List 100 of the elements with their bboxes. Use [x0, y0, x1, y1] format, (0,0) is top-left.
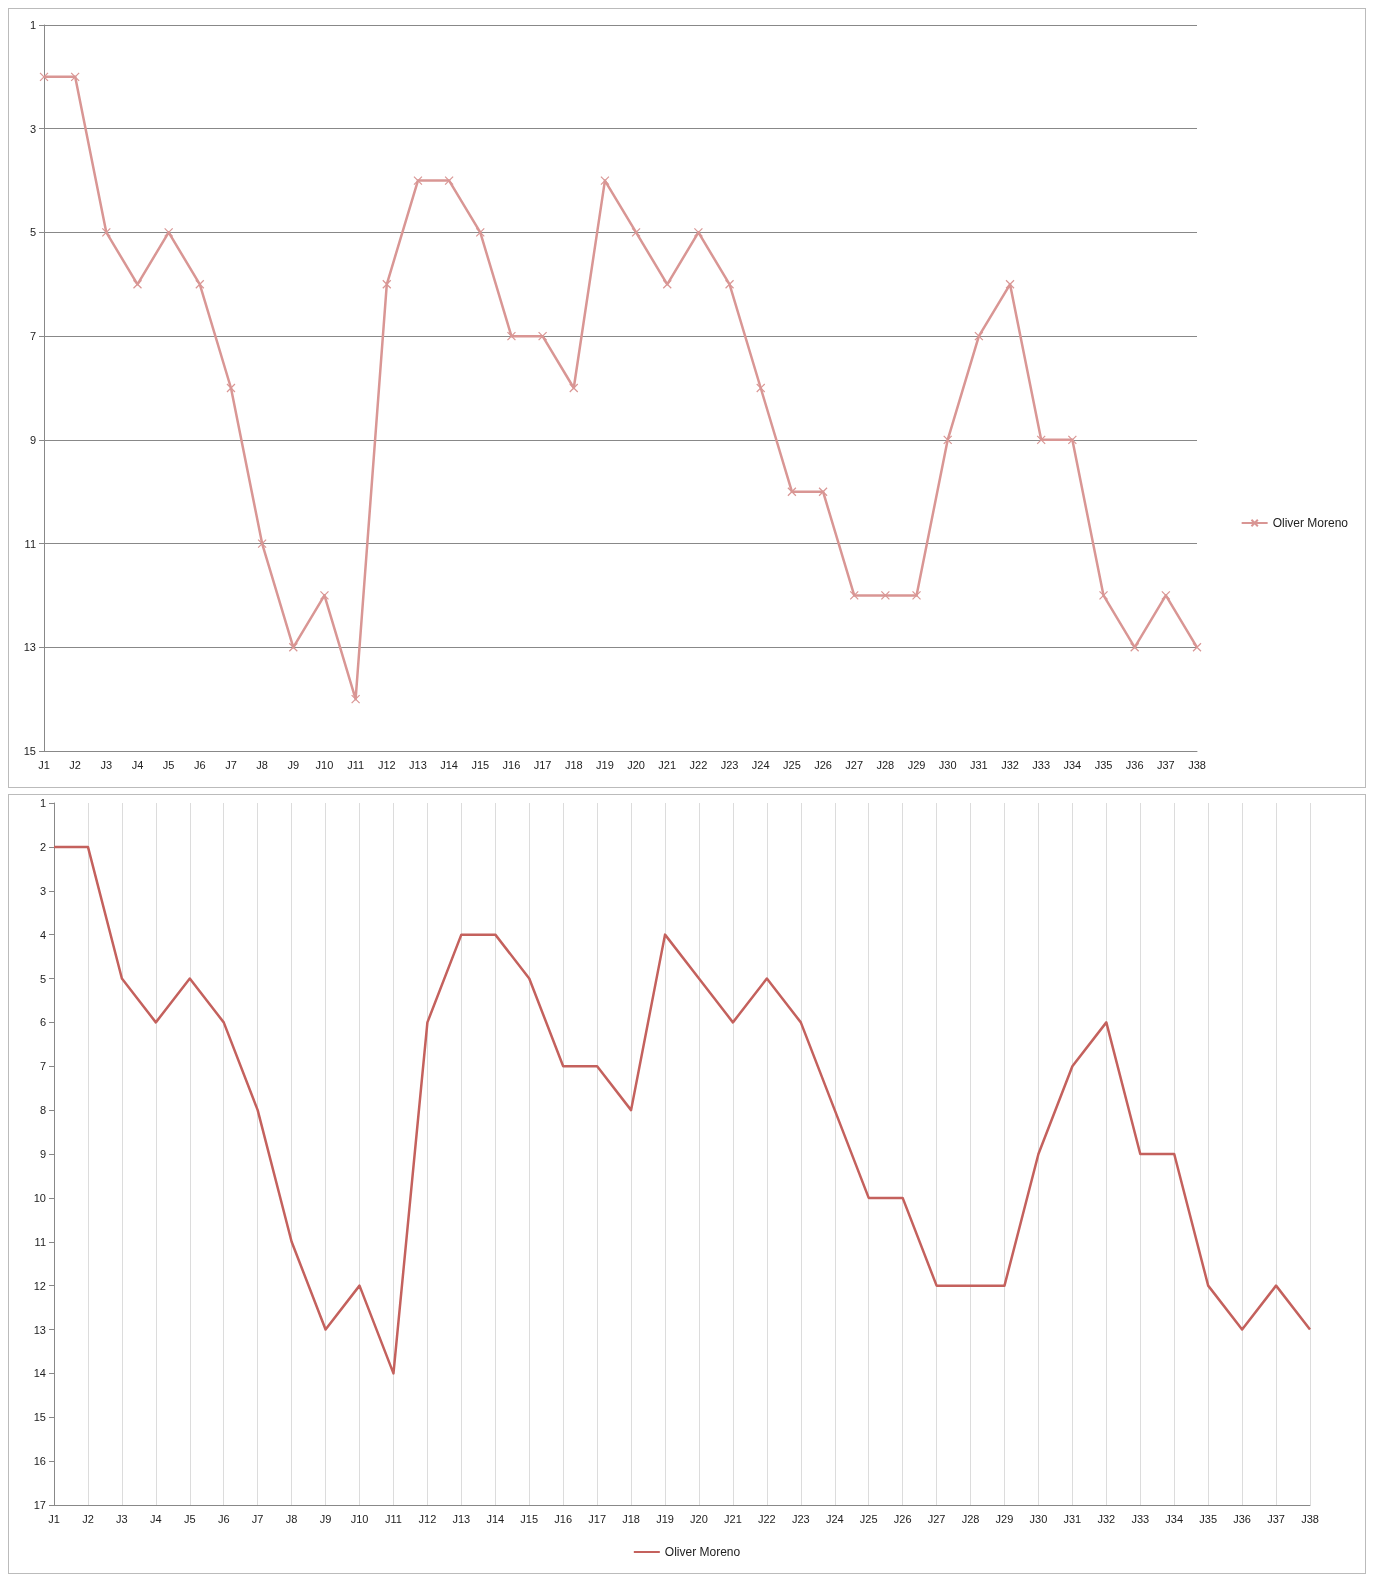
x-tick-label: J27	[845, 758, 864, 771]
point	[1161, 590, 1171, 601]
point	[288, 642, 298, 652]
x-tick-label: J16	[502, 758, 521, 771]
x-tick-label: J8	[285, 1512, 298, 1525]
point	[662, 279, 672, 289]
y-tick-label: 8	[39, 1104, 46, 1117]
x-tick-label: J15	[471, 758, 490, 771]
x-tick-label: J25	[783, 758, 801, 771]
point	[101, 227, 111, 238]
point	[257, 538, 267, 549]
x-tick-label: J15	[520, 1512, 539, 1525]
y-tick-label: 12	[33, 1279, 46, 1292]
x-tick-label: J19	[596, 758, 614, 771]
x-tick-label: J4	[131, 758, 144, 771]
x-tick-label: J6	[217, 1512, 230, 1525]
y-tick-label: 17	[33, 1499, 46, 1511]
point	[911, 590, 922, 601]
x-tick-label: J35	[1199, 1512, 1218, 1525]
point	[600, 175, 610, 186]
x-tick-label: J37	[1156, 758, 1175, 771]
point	[849, 590, 859, 601]
x-tick-label: J14	[440, 758, 458, 771]
y-tick-label: 13	[33, 1323, 46, 1336]
x-tick-label: J35	[1094, 758, 1113, 771]
y-tick-label: 3	[29, 122, 36, 135]
y-tick-label: 11	[34, 1235, 46, 1248]
x-tick-label: J17	[588, 1512, 607, 1525]
line-series	[52, 845, 1312, 1375]
x-tick-label: J13	[452, 1512, 471, 1525]
x-tick-label: J7	[225, 758, 237, 771]
x-tick-label: J29	[907, 758, 926, 771]
x-tick-label: J3	[100, 758, 113, 771]
y-tick-label: 3	[39, 884, 46, 897]
point	[195, 279, 205, 289]
point	[756, 383, 766, 393]
y-tick-label: 1	[39, 797, 46, 809]
x-tick-label: J20	[690, 1512, 708, 1525]
x-tick-label: J38	[1301, 1512, 1319, 1525]
x-tick-label: J33	[1032, 758, 1051, 771]
y-tick-label: 14	[33, 1367, 46, 1380]
x-tick-label: J18	[564, 758, 583, 771]
x-tick-label: J24	[751, 758, 770, 771]
point	[39, 72, 49, 82]
y-tick-label: 15	[23, 745, 36, 757]
y-tick-label: 16	[33, 1455, 46, 1468]
x-tick-label: J12	[418, 1512, 437, 1525]
x-tick-label: J4	[150, 1512, 162, 1525]
x-tick-label: J38	[1188, 758, 1206, 771]
x-tick-label: J36	[1233, 1512, 1251, 1525]
x-tick-label: J12	[377, 758, 396, 771]
point	[943, 435, 953, 445]
point	[1067, 435, 1077, 445]
x-tick-label: J10	[350, 1512, 369, 1525]
x-tick-label: J24	[825, 1512, 844, 1525]
x-tick-label: J30	[938, 758, 957, 771]
x-tick-label: J16	[554, 1512, 573, 1525]
point	[444, 175, 454, 186]
point	[1098, 590, 1109, 601]
y-tick-label: 15	[33, 1411, 46, 1424]
y-tick-label: 7	[29, 330, 36, 343]
x-tick-label: J26	[893, 1512, 912, 1525]
x-tick-label: J2	[69, 758, 81, 771]
point	[537, 331, 548, 341]
x-tick-label: J27	[927, 1512, 946, 1525]
x-tick-label: J17	[533, 758, 552, 771]
y-tick-label: 4	[39, 928, 46, 941]
point	[631, 227, 641, 238]
x-tick-label: J33	[1131, 1512, 1150, 1525]
y-tick-label: 11	[24, 537, 36, 550]
legend-label: Oliver Moreno	[664, 1545, 741, 1559]
point	[693, 227, 704, 238]
y-tick-label: 2	[39, 840, 46, 853]
x-tick-label: J23	[720, 758, 739, 771]
legend-label: Oliver Moreno	[1272, 516, 1349, 530]
x-tick-label: J21	[658, 758, 677, 771]
x-tick-label: J34	[1165, 1512, 1184, 1525]
x-tick-label: J3	[116, 1512, 128, 1525]
x-tick-label: J9	[287, 758, 300, 771]
point	[413, 175, 423, 186]
y-tick-label: 9	[29, 433, 36, 446]
x-tick-label: J22	[757, 1512, 776, 1525]
point	[351, 694, 361, 704]
point	[1036, 435, 1046, 445]
x-tick-label: J31	[969, 758, 988, 771]
x-tick-label: J20	[627, 758, 645, 771]
point	[1130, 642, 1140, 652]
x-tick-label: J14	[486, 1512, 505, 1525]
point	[974, 331, 984, 341]
x-tick-label: J11	[347, 758, 365, 771]
x-tick-label: J26	[814, 758, 832, 771]
x-tick-label: J2	[82, 1512, 94, 1525]
x-tick-label: J13	[409, 758, 427, 771]
x-tick-label: J28	[961, 1512, 980, 1525]
point	[880, 590, 890, 601]
x-tick-label: J30	[1029, 1512, 1048, 1525]
x-tick-label: J7	[251, 1512, 264, 1525]
x-tick-label: J25	[859, 1512, 878, 1525]
x-tick-label: J22	[689, 758, 708, 771]
y-tick-label: 6	[39, 1016, 46, 1029]
